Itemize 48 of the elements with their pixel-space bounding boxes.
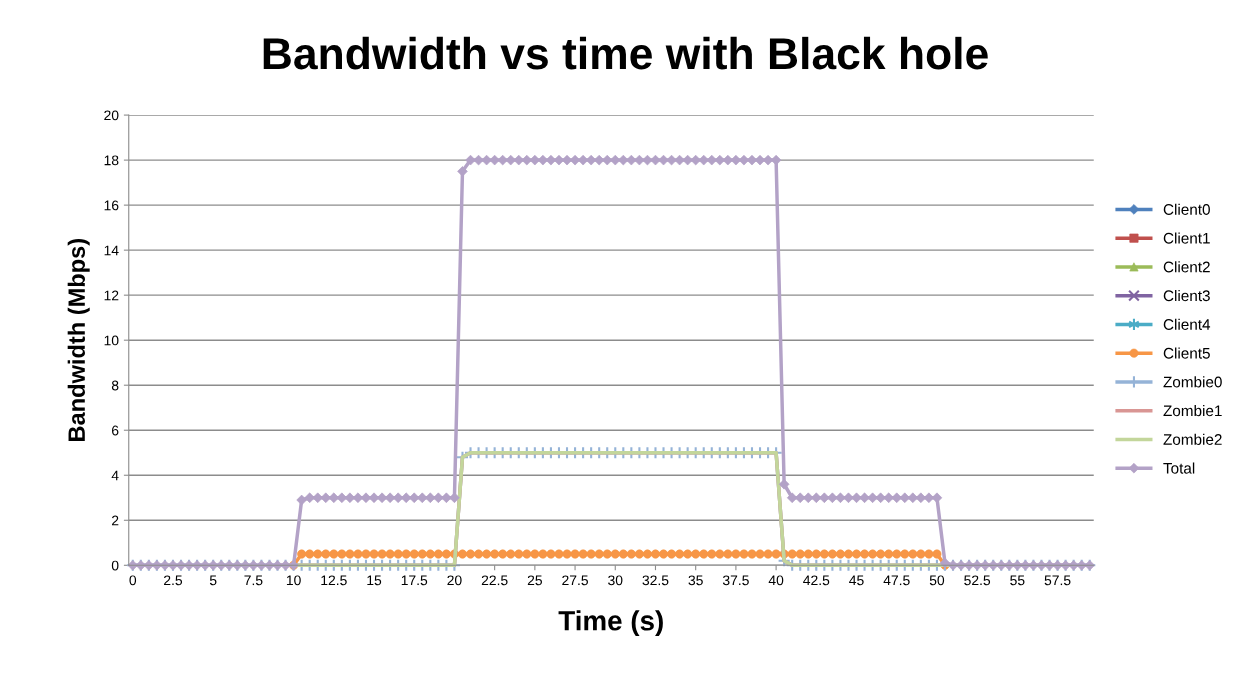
y-axis-title: Bandwidth (Mbps) — [67, 239, 90, 441]
x-tick-label: 32.5 — [642, 575, 669, 586]
x-tick-label: 27.5 — [562, 575, 588, 586]
y-tick-label: 18 — [104, 155, 119, 166]
y-tick-label: 8 — [111, 380, 119, 391]
y-tick-label: 4 — [111, 470, 119, 481]
x-tick-label: 20 — [447, 575, 462, 586]
x-tick-label: 35 — [688, 575, 703, 586]
legend-label: Zombie1 — [1163, 404, 1222, 417]
x-tick-label: 2.5 — [164, 575, 183, 586]
x-tick-label: 7.5 — [244, 575, 263, 586]
legend-label: Zombie2 — [1163, 433, 1222, 445]
x-tick-label: 10 — [286, 575, 301, 586]
legend-label: Client1 — [1163, 232, 1210, 244]
x-tick-label: 50 — [929, 575, 945, 586]
y-tick-label: 12 — [104, 290, 119, 301]
legend-label: Client0 — [1163, 203, 1210, 215]
legend-label: Client3 — [1163, 289, 1210, 302]
x-tick-label: 57.5 — [1044, 575, 1071, 586]
y-tick-label: 0 — [111, 560, 119, 571]
legend-label: Total — [1163, 462, 1195, 474]
x-tick-label: 45 — [849, 575, 864, 586]
y-tick-label: 6 — [112, 425, 119, 436]
x-tick-label: 0 — [129, 575, 137, 586]
x-tick-label: 55 — [1010, 575, 1025, 586]
x-tick-label: 40 — [768, 575, 784, 586]
y-tick-label: 10 — [104, 335, 119, 346]
x-tick-label: 52.5 — [964, 575, 991, 586]
x-tick-label: 47.5 — [883, 575, 910, 586]
y-tick-label: 20 — [104, 110, 119, 121]
x-tick-label: 15 — [367, 575, 382, 586]
y-tick-label: 14 — [104, 245, 119, 256]
chart-title: Bandwidth vs time with Black hole — [263, 36, 988, 70]
legend-label: Client5 — [1163, 347, 1210, 359]
x-axis-title: Time (s) — [558, 610, 663, 637]
x-tick-label: 37.5 — [722, 575, 749, 586]
x-tick-label: 42.5 — [803, 575, 830, 586]
x-tick-label: 30 — [608, 575, 623, 586]
legend-label: Client4 — [1163, 318, 1211, 330]
x-tick-label: 17.5 — [401, 575, 428, 586]
legend-label: Zombie0 — [1163, 376, 1222, 388]
y-tick-label: 16 — [104, 200, 119, 211]
x-tick-label: 25 — [527, 575, 542, 586]
x-tick-label: 5 — [209, 575, 217, 586]
x-tick-label: 12.5 — [321, 575, 347, 586]
x-tick-label: 22.5 — [481, 575, 508, 586]
legend-label: Client2 — [1163, 261, 1210, 273]
y-tick-label: 2 — [112, 515, 119, 526]
